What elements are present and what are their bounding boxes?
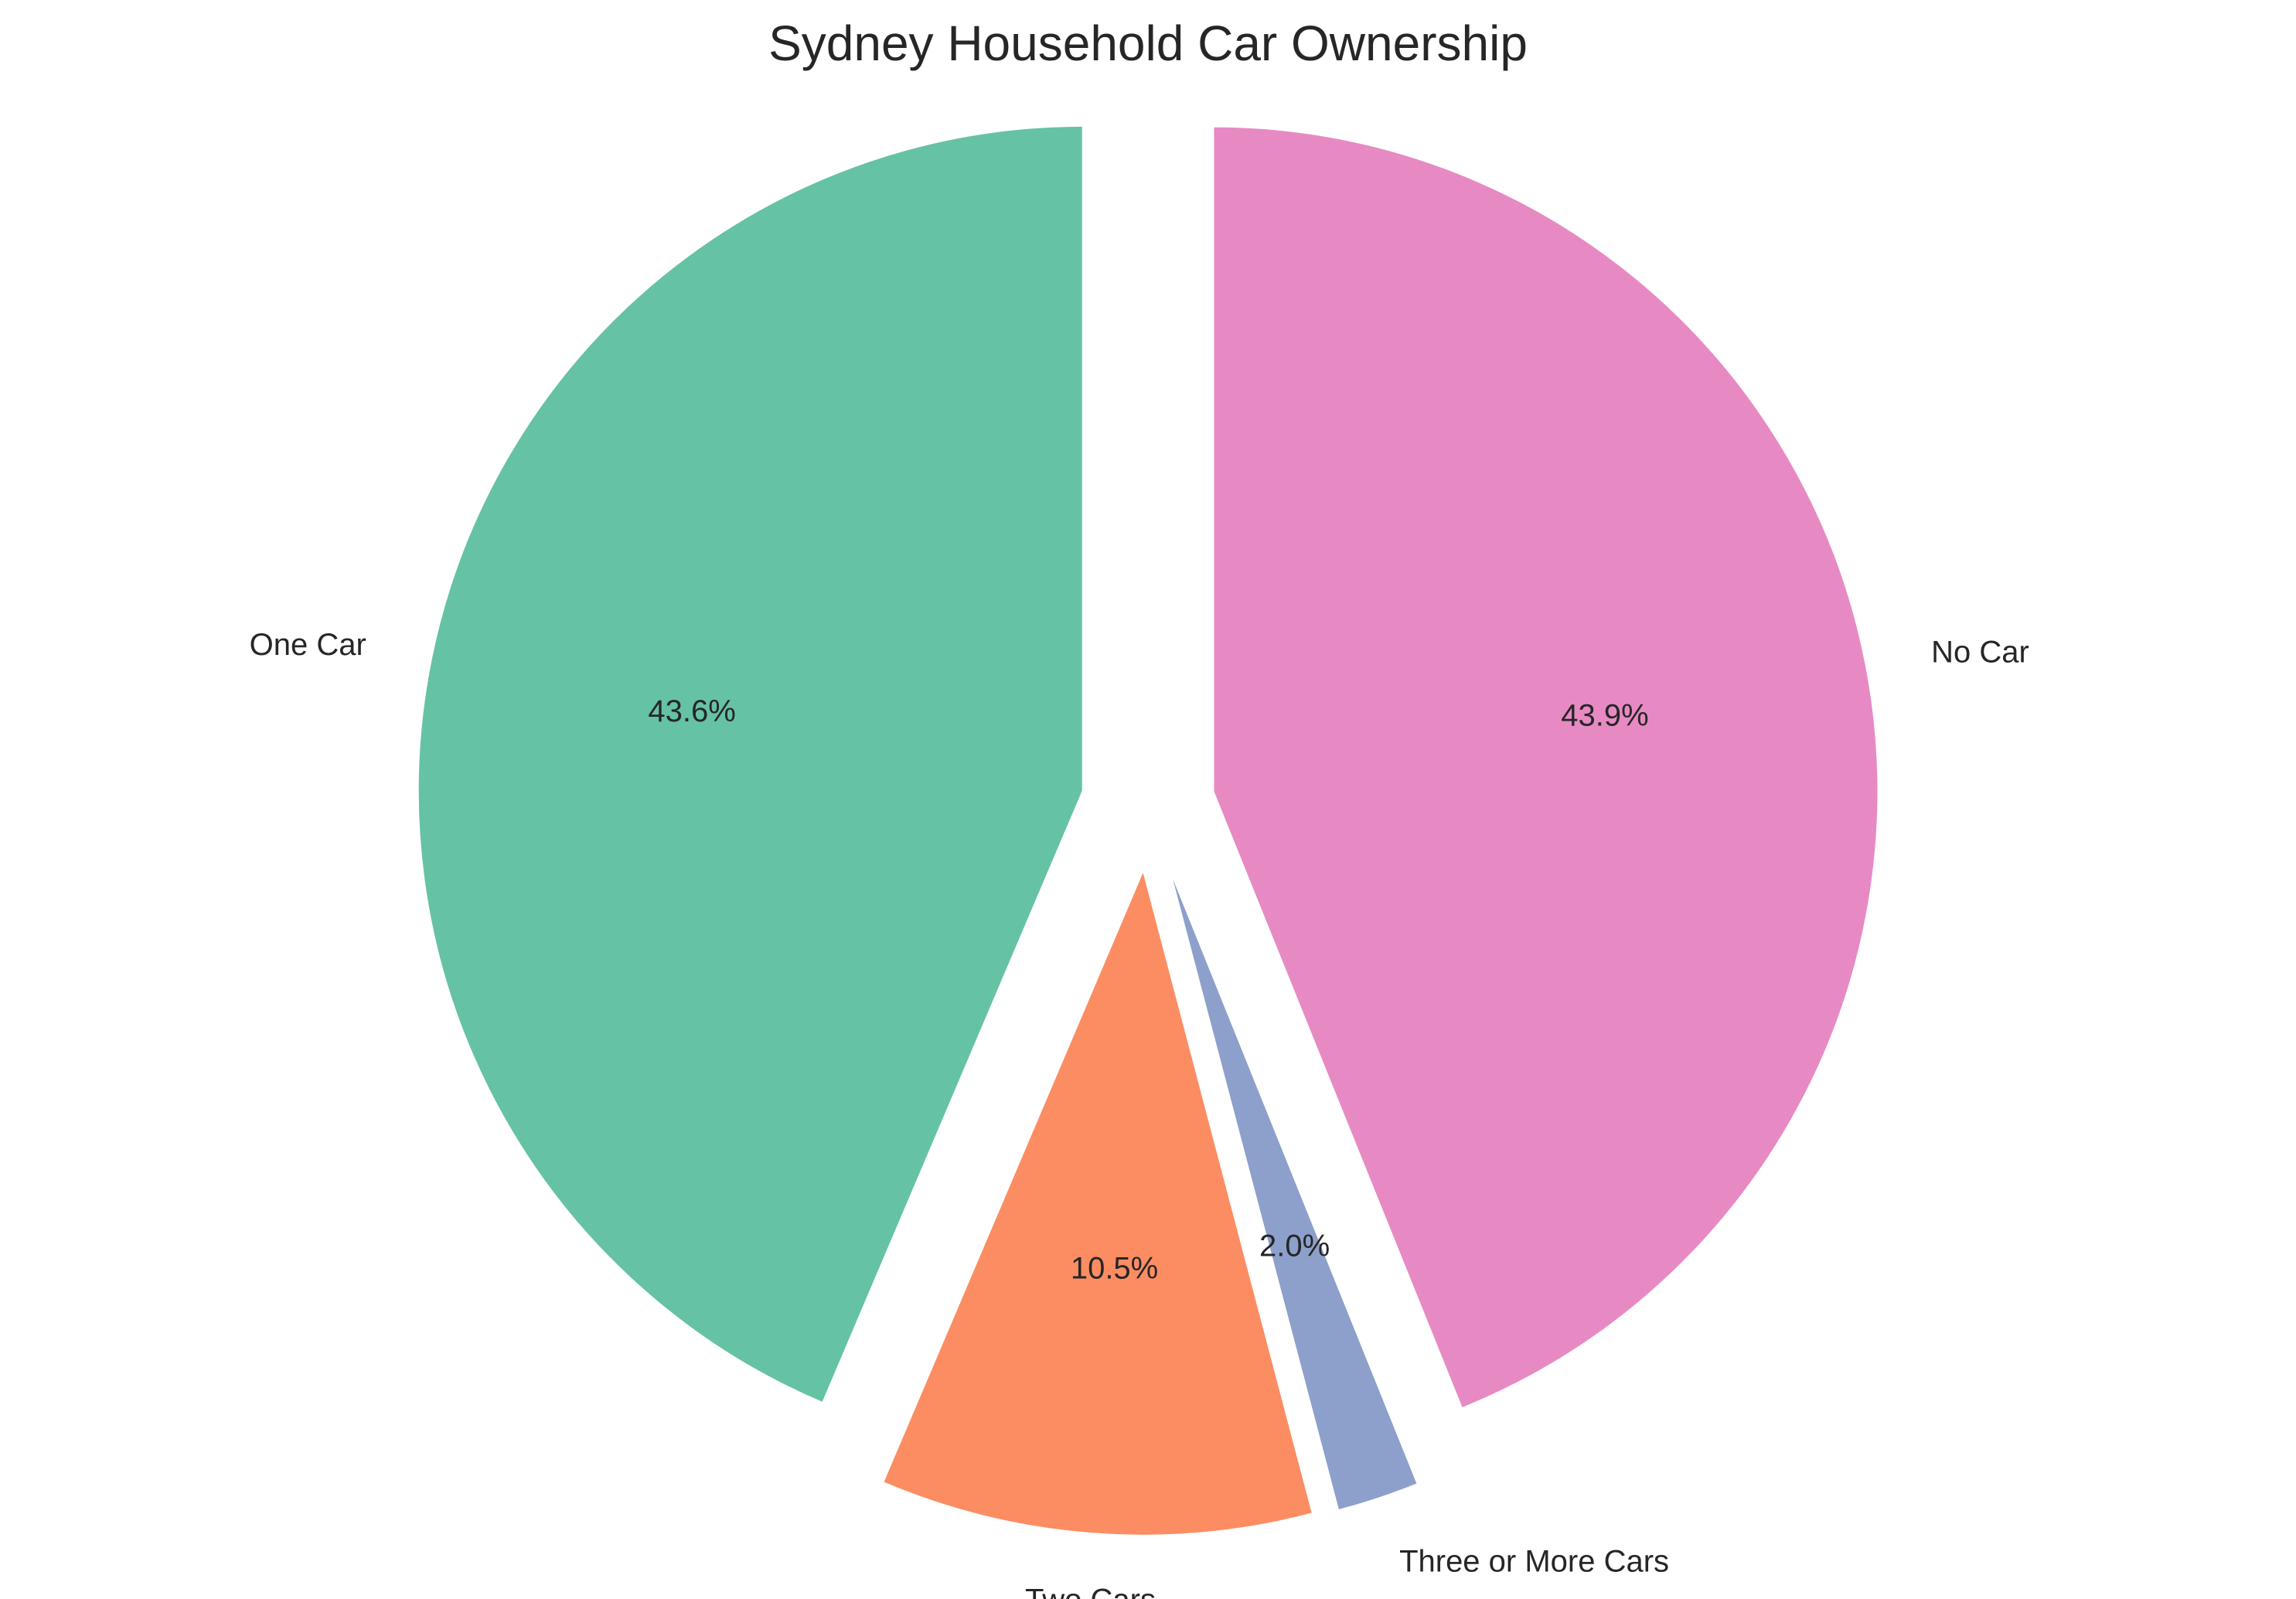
- slice-category-label: Three or More Cars: [1399, 1544, 1669, 1578]
- slice-category-label: No Car: [1931, 635, 2029, 669]
- pie-slice-two-cars: [881, 868, 1314, 1536]
- slice-percent-label: 10.5%: [1071, 1251, 1158, 1285]
- slice-category-label: Two Cars: [1025, 1583, 1156, 1599]
- slice-percent-label: 43.9%: [1561, 698, 1648, 732]
- pie-slice-no-car: [1212, 125, 1879, 1410]
- pie-labels: 43.6% One Car 10.5% Two Cars 2.0% Three or Mo…: [250, 628, 2029, 1599]
- pie-slices: [417, 124, 1879, 1536]
- pie-slice-three-or-more-cars: [1168, 867, 1419, 1512]
- pie-slice-one-car: [417, 124, 1084, 1404]
- chart-title: Sydney Household Car Ownership: [768, 15, 1528, 71]
- slice-percent-label: 2.0%: [1259, 1229, 1330, 1263]
- slice-category-label: One Car: [250, 628, 366, 662]
- slice-percent-label: 43.6%: [648, 694, 735, 728]
